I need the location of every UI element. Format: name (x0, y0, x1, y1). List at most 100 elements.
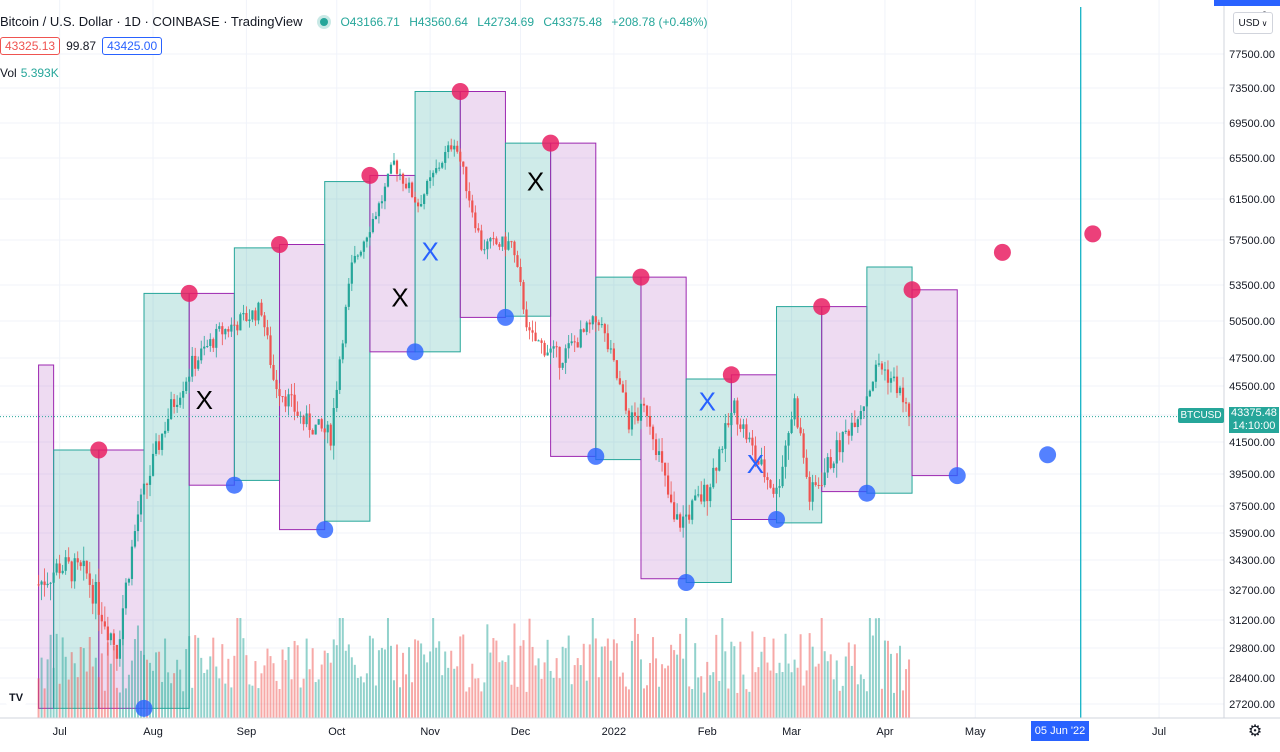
volume-bar (139, 650, 142, 718)
candle-body (733, 400, 736, 414)
tradingview-logo-icon[interactable]: TV (4, 688, 28, 708)
candle-body (173, 399, 176, 407)
candle-body (423, 194, 426, 205)
price-tick-label: 28400.00 (1229, 673, 1275, 685)
volume-bar (865, 691, 868, 718)
candle-body (489, 238, 492, 242)
volume-bar (423, 654, 426, 718)
volume-bar (889, 653, 892, 718)
volume-bar (142, 654, 145, 718)
candle-body (799, 427, 802, 434)
candle-body (660, 451, 664, 463)
candle-body (444, 151, 447, 163)
volume-bar (251, 685, 254, 718)
candle-body (525, 309, 528, 328)
purple-range-box (459, 91, 506, 318)
volume-bar (326, 653, 329, 718)
volume-bar (278, 688, 281, 718)
candle-body (576, 342, 579, 348)
candle-body (308, 413, 311, 431)
price-tick-label: 65500.00 (1229, 153, 1275, 165)
candle-body (636, 415, 640, 421)
candle-body (106, 626, 109, 641)
volume-bar (396, 644, 399, 718)
candle-body (154, 441, 158, 454)
volume-bar (588, 644, 591, 718)
ohlc-values: O43166.71 H43560.64 L42734.69 C43375.48 … (340, 15, 707, 29)
candle-body (185, 381, 188, 392)
candle-body (233, 324, 236, 326)
candle-body (492, 238, 495, 240)
volume-bar (703, 692, 706, 718)
candle-body (305, 413, 308, 425)
purple-range-box (821, 306, 868, 493)
candle-body (85, 560, 88, 574)
volume-bar (248, 684, 251, 718)
candle-body (58, 563, 61, 574)
price-tick-label: 53500.00 (1229, 280, 1275, 292)
candle-body (781, 466, 784, 487)
candle-body (281, 396, 284, 398)
candle-body (257, 302, 260, 321)
candle-body (115, 644, 118, 659)
candle-body (263, 315, 266, 328)
volume-bar (600, 646, 603, 718)
symbol-title[interactable]: Bitcoin / U.S. Dollar · 1D · COINBASE · … (0, 14, 303, 29)
volume-bar (88, 636, 91, 718)
volume-bar (61, 637, 64, 718)
green-range-box (685, 378, 732, 583)
volume-bar (73, 663, 76, 718)
blue-low-dot (496, 308, 514, 326)
price-tick-label: 29800.00 (1229, 643, 1275, 655)
candle-body (395, 160, 399, 174)
buy-price-button[interactable]: 43425.00 (102, 37, 163, 55)
volume-bar (814, 666, 817, 718)
sell-price-button[interactable]: 43325.13 (0, 37, 61, 55)
volume-bar (224, 683, 227, 718)
candle-body (188, 376, 191, 382)
volume-bar (742, 674, 745, 718)
candle-body (227, 329, 230, 332)
candle-body (275, 379, 278, 390)
volume-bar (802, 685, 805, 718)
volume-bar (655, 658, 658, 718)
volume-bar (609, 660, 612, 718)
currency-selector[interactable]: USD ∨ (1233, 12, 1273, 34)
price-tick-label: 73500.00 (1229, 83, 1275, 95)
volume-bar (281, 649, 284, 718)
candle-body (323, 428, 326, 433)
candle-body (832, 463, 835, 469)
volume-bar (856, 684, 859, 718)
top-right-accent (1214, 0, 1280, 6)
volume-bar (633, 618, 636, 718)
candle-body (121, 608, 125, 640)
volume-bar (100, 653, 103, 718)
volume-bar (284, 660, 287, 718)
candle-body (892, 376, 896, 379)
candle-body (335, 389, 338, 409)
pink-high-dot (722, 366, 740, 384)
candle-body (88, 573, 91, 585)
candle-body (353, 255, 356, 263)
volume-bar (902, 690, 905, 718)
volume-bar (546, 639, 549, 718)
volume-bar (489, 652, 492, 718)
volume-bar (158, 651, 161, 718)
candle-body (775, 487, 778, 494)
volume-bar (155, 652, 158, 718)
market-status-icon (320, 17, 329, 26)
purple-range-box (369, 174, 416, 353)
volume-bar (480, 691, 483, 718)
time-tick-label: Feb (698, 726, 717, 738)
volume-bar (152, 670, 155, 718)
volume-bar (380, 647, 383, 718)
candle-body (630, 412, 634, 430)
purple-range-box (279, 244, 326, 531)
gear-icon[interactable]: ⚙ (1247, 723, 1263, 740)
open-value: O43166.71 (340, 14, 400, 29)
volume-bar (862, 679, 865, 718)
candle-body (483, 249, 486, 251)
candle-body (853, 422, 856, 427)
volume-bar (365, 673, 368, 718)
